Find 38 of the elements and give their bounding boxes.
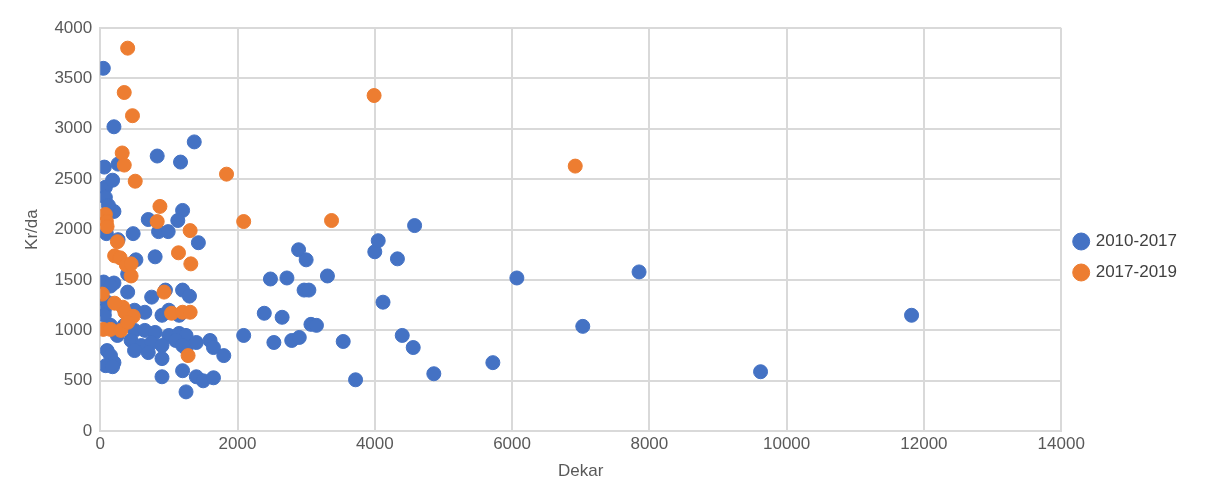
point <box>120 40 136 56</box>
x-tick-label: 12000 <box>900 434 948 454</box>
point <box>116 85 132 101</box>
point <box>366 88 382 104</box>
point <box>152 198 168 214</box>
y-tick-label: 500 <box>63 370 93 390</box>
y-tick-label: 2500 <box>54 168 93 188</box>
point <box>324 213 340 229</box>
point <box>183 256 199 272</box>
legend-label: 2010-2017 <box>1095 231 1178 251</box>
y-tick-label: 1500 <box>54 269 93 289</box>
point <box>116 157 132 173</box>
x-tick-label: 4000 <box>355 434 394 454</box>
y-tick-label: 4000 <box>54 17 93 37</box>
y-tick-label: 3000 <box>54 118 93 138</box>
y-tick-label: 0 <box>82 420 93 440</box>
x-axis-title: Dekar <box>558 461 604 481</box>
x-tick-label: 6000 <box>493 434 531 454</box>
y-tick-label: 2000 <box>54 219 93 239</box>
point <box>236 214 252 230</box>
point <box>124 108 140 124</box>
point <box>114 145 130 161</box>
point <box>149 214 165 230</box>
y-tick-label: 1000 <box>54 320 93 340</box>
point <box>182 223 198 239</box>
y-axis-title: Kr/da <box>21 208 41 250</box>
x-tick-label: 2000 <box>218 434 257 454</box>
x-tick-label: 14000 <box>1037 434 1085 454</box>
x-tick-label: 8000 <box>630 434 669 454</box>
x-tick-label: 10000 <box>762 434 811 454</box>
y-tick-label: 3500 <box>54 68 93 88</box>
point <box>170 245 186 261</box>
point <box>127 173 143 189</box>
legend-label: 2017-2019 <box>1095 262 1178 282</box>
point <box>180 348 196 364</box>
point <box>567 158 583 174</box>
point <box>219 166 235 182</box>
point <box>107 295 123 311</box>
